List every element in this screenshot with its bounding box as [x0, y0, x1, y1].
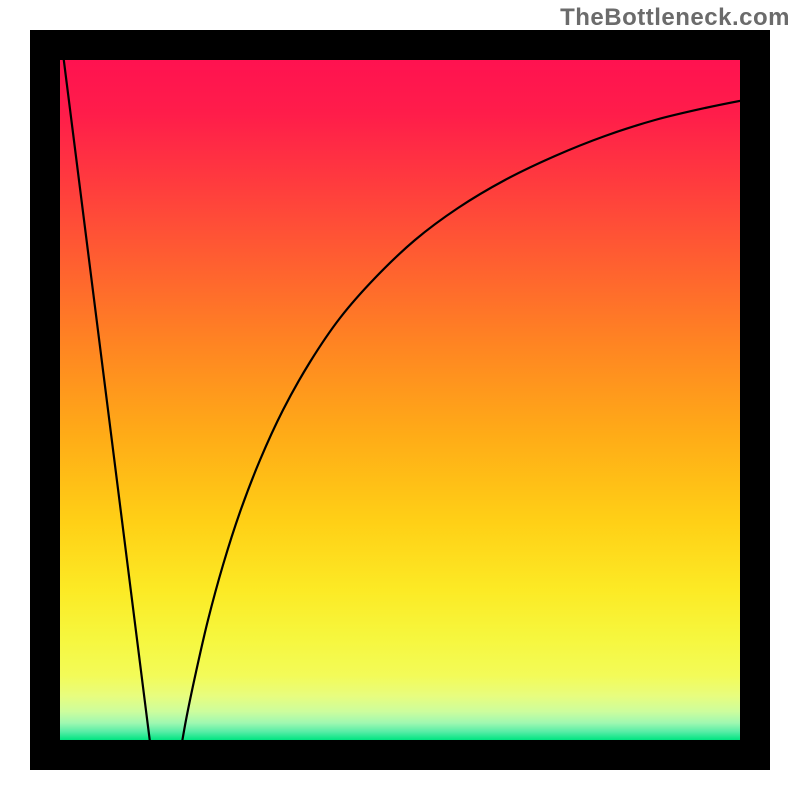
chart-container: TheBottleneck.com	[0, 0, 800, 800]
plot-gradient-background	[60, 60, 740, 740]
bottleneck-chart	[0, 0, 800, 800]
watermark-text: TheBottleneck.com	[560, 4, 790, 32]
